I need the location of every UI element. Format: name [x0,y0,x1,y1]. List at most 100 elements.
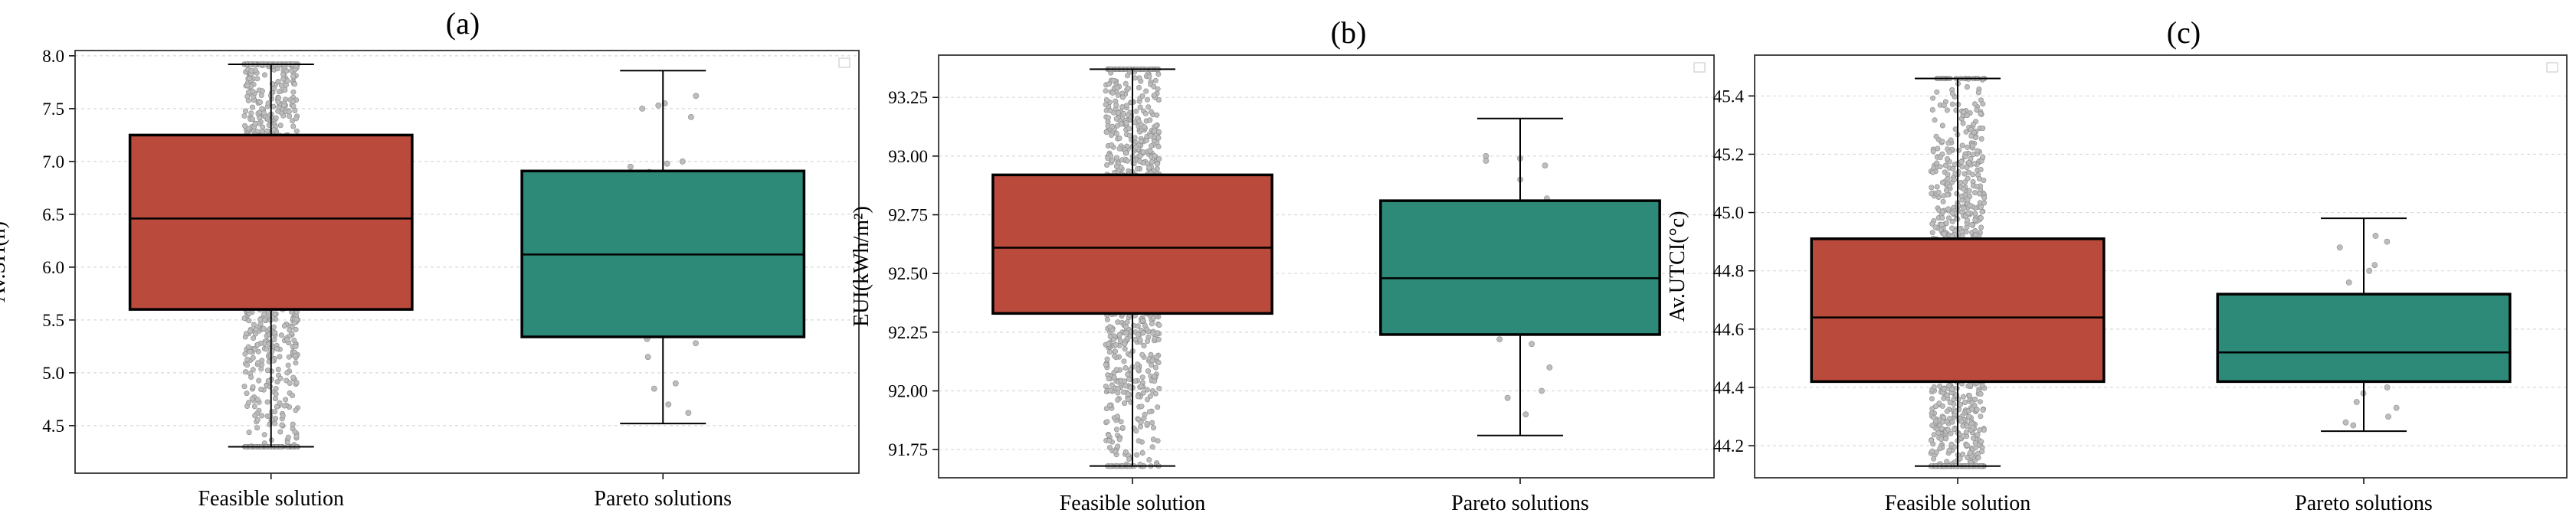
data-point [1123,150,1129,156]
data-point [1964,165,1970,171]
data-point [1934,160,1940,166]
data-point [1968,133,1975,139]
x-tick-label: Feasible solution [1885,492,2031,513]
data-point [1931,384,1937,390]
data-point [1979,208,1985,214]
y-tick-label: 6.5 [42,205,64,224]
data-point [1152,374,1158,380]
data-point [1126,85,1132,91]
data-point [1929,423,1935,429]
plot-frame [74,50,860,474]
data-point [252,413,258,419]
data-point [1933,133,1939,139]
data-point [1142,322,1148,328]
data-point [1932,117,1938,123]
data-point [1944,459,1950,465]
data-point [1155,86,1161,92]
data-point [265,100,271,106]
data-point [293,433,300,439]
data-point [1978,204,1984,210]
data-point [261,325,267,332]
data-point [1934,89,1940,95]
data-point [1141,342,1147,348]
data-point [1145,368,1152,374]
data-point [284,337,290,343]
data-point [1931,414,1937,420]
data-point [293,360,299,366]
data-point [1113,426,1119,433]
data-point [1104,162,1110,168]
data-point [259,88,265,94]
y-tick-label: 5.5 [42,311,64,330]
data-point [1944,188,1950,194]
data-point [1148,109,1154,115]
data-point [1154,354,1160,360]
data-point [1968,382,1974,388]
data-point [1155,129,1162,135]
data-point [277,354,283,360]
data-point [639,105,646,112]
data-point [243,369,249,375]
data-point [1106,341,1112,347]
data-point [254,397,261,403]
data-point [250,355,256,361]
data-point [1975,455,1981,461]
data-point [1967,449,1973,456]
data-point [1978,167,1984,173]
data-point [1154,112,1160,118]
y-tick-label: 45.0 [1713,204,1744,223]
data-point [1155,71,1162,77]
data-point [1946,215,1952,221]
data-point [2353,399,2360,405]
data-point [1149,444,1155,450]
y-axis-label: Av.UTCI(°c) [1666,211,1689,322]
data-point [1140,390,1146,396]
data-point [1122,449,1129,455]
data-point [1935,430,1942,436]
data-point [1127,132,1133,139]
data-point [1116,145,1122,152]
data-point [261,432,267,438]
data-point [1122,341,1128,347]
data-point [1144,96,1150,103]
data-point [1114,85,1120,91]
data-point [257,316,264,322]
data-point [1483,158,1490,164]
data-point [293,407,299,413]
data-point [1133,428,1139,434]
data-point [679,158,686,165]
data-point [282,87,288,93]
data-point [242,351,248,357]
data-point [1944,107,1950,113]
data-point [293,380,300,386]
data-point [1975,432,1981,438]
data-point [252,331,258,337]
data-point [1153,123,1159,129]
data-point [1122,80,1129,87]
chart-title: (b) [1331,15,1367,50]
data-point [1124,319,1130,325]
data-point [1981,194,1988,201]
data-point [1978,111,1984,117]
data-point [1945,156,1951,162]
data-point [1980,101,1986,107]
data-point [1147,393,1153,399]
data-point [278,83,284,89]
data-point [1978,215,1984,221]
data-point [2385,413,2391,420]
data-point [259,106,265,112]
data-point [1140,330,1146,336]
data-point [1115,443,1121,449]
data-point [1156,385,1162,391]
y-tick-label: 92.25 [888,323,928,342]
data-point [1113,155,1119,161]
y-tick-label: 93.25 [888,88,928,107]
data-point [1113,367,1119,373]
data-point [1103,361,1109,368]
data-point [1960,120,1966,126]
data-point [1978,136,1984,142]
data-point [277,400,283,406]
data-point [1958,180,1964,186]
data-point [1934,184,1940,190]
data-point [1152,77,1159,83]
